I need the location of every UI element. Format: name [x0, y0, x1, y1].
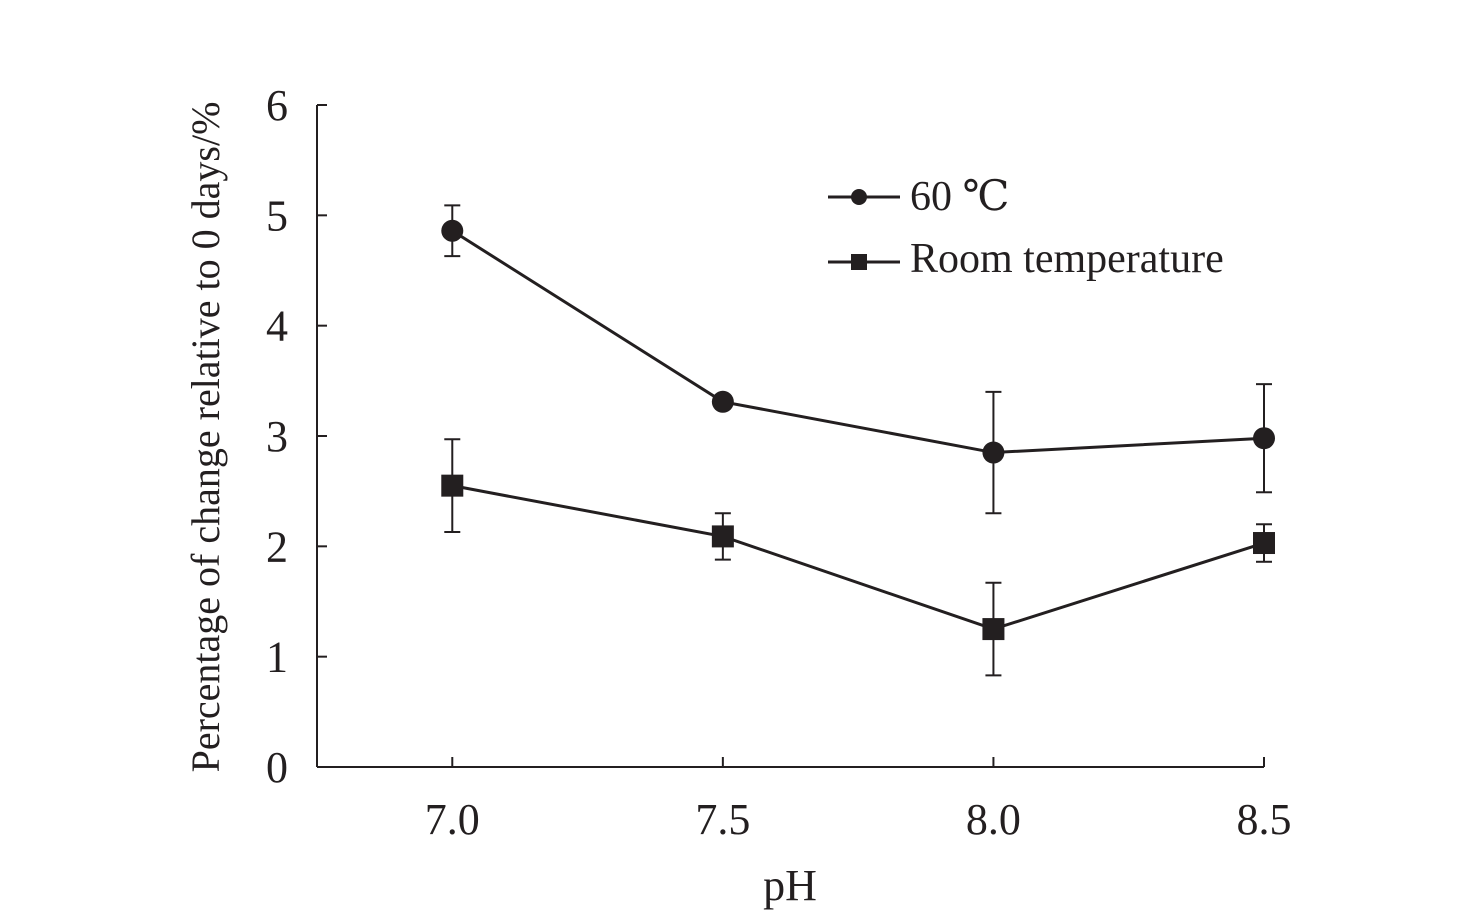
data-point: [441, 474, 464, 497]
x-tick-labels: 7.0 7.5 8.0 8.5: [425, 757, 1292, 844]
axes: [316, 105, 1264, 768]
y-axis-label: Percentage of change relative to 0 days/…: [183, 102, 228, 773]
y-tick-label: 4: [266, 302, 288, 351]
series-group: [441, 204, 1275, 677]
legend-marker-square: [851, 254, 867, 270]
data-point: [1253, 532, 1275, 555]
x-tick-label: 7.5: [695, 795, 750, 844]
x-tick-label: 8.0: [966, 795, 1021, 844]
x-tick-label: 7.0: [425, 795, 480, 844]
y-tick-labels: 0 1 2 3 4 5 6: [266, 81, 327, 792]
data-point: [982, 618, 1005, 641]
legend-label-60c: 60 ℃: [910, 174, 1009, 220]
y-tick-label: 5: [266, 191, 288, 240]
x-axis-label: pH: [763, 861, 817, 910]
y-tick-label: 6: [266, 81, 288, 130]
legend: 60 ℃ Room temperature: [828, 174, 1224, 282]
y-tick-label: 0: [266, 743, 288, 792]
x-tick-label: 8.5: [1237, 795, 1292, 844]
data-point: [1253, 427, 1275, 450]
y-tick-label: 2: [266, 522, 288, 571]
legend-marker-circle: [851, 189, 867, 205]
data-point: [711, 525, 734, 548]
y-tick-label: 1: [266, 633, 288, 682]
legend-label-room-temperature: Room temperature: [910, 236, 1224, 282]
series-60c: [441, 204, 1275, 515]
series-room-temperature: [441, 438, 1275, 677]
data-point: [441, 219, 464, 242]
series-line-room-temperature: [452, 484, 1265, 631]
data-point: [711, 390, 734, 413]
y-tick-label: 3: [266, 412, 288, 461]
series-line-60c: [451, 229, 1265, 455]
data-point: [982, 441, 1005, 464]
